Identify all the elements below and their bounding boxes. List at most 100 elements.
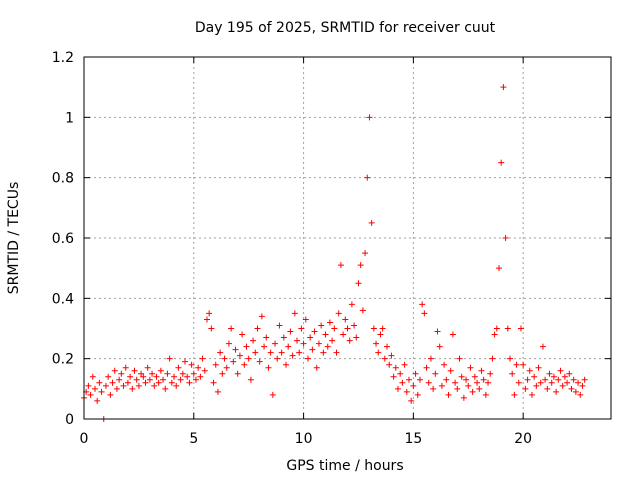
data-point — [564, 379, 571, 386]
data-point — [96, 379, 103, 386]
data-point — [307, 334, 314, 341]
data-point — [542, 376, 549, 383]
data-point — [199, 355, 206, 362]
data-point — [195, 364, 202, 371]
data-point — [107, 391, 114, 398]
data-point — [291, 310, 298, 317]
data-point — [436, 343, 443, 350]
data-point — [485, 379, 492, 386]
data-point — [111, 367, 118, 374]
data-point — [102, 382, 109, 389]
y-tick-label: 0.4 — [52, 291, 74, 307]
data-point — [568, 385, 575, 392]
data-point — [416, 376, 423, 383]
data-point — [283, 361, 290, 368]
x-axis-label: GPS time / hours — [286, 458, 403, 474]
data-point — [144, 364, 151, 371]
data-point — [351, 322, 358, 329]
data-point — [278, 349, 285, 356]
data-point — [423, 364, 430, 371]
data-point — [118, 370, 125, 377]
data-point — [427, 355, 434, 362]
data-point — [432, 370, 439, 377]
data-point — [555, 376, 562, 383]
data-point — [186, 379, 193, 386]
y-axis-label: SRMTID / TECUs — [6, 182, 22, 295]
data-point — [397, 370, 404, 377]
data-point — [557, 367, 564, 374]
data-point — [135, 382, 142, 389]
data-point — [359, 307, 366, 314]
data-point — [127, 373, 134, 380]
data-point — [539, 343, 546, 350]
data-point — [256, 358, 263, 365]
data-point — [87, 391, 94, 398]
data-point — [498, 159, 505, 166]
data-point — [443, 376, 450, 383]
data-point — [129, 385, 136, 392]
data-point — [414, 391, 421, 398]
axis-ticks: 0 5 10 15 20 0 0.2 0.4 0.6 0.8 1 1.2 — [52, 50, 611, 447]
data-point — [456, 355, 463, 362]
data-point — [89, 373, 96, 380]
data-point — [469, 388, 476, 395]
data-point — [544, 385, 551, 392]
data-point — [482, 391, 489, 398]
data-point — [522, 385, 529, 392]
data-point — [467, 364, 474, 371]
data-point — [410, 382, 417, 389]
data-point — [250, 337, 257, 344]
x-tick-label: 5 — [189, 431, 198, 447]
data-point — [364, 174, 371, 181]
data-point — [157, 367, 164, 374]
data-point — [362, 250, 369, 257]
data-point — [149, 370, 156, 377]
data-point — [230, 358, 237, 365]
data-point — [392, 364, 399, 371]
data-point — [160, 376, 167, 383]
data-point — [252, 349, 259, 356]
data-point — [138, 370, 145, 377]
data-point — [480, 376, 487, 383]
data-point — [513, 361, 520, 368]
data-point — [151, 382, 158, 389]
data-point — [243, 343, 250, 350]
data-point — [142, 379, 149, 386]
x-tick-label: 10 — [295, 431, 313, 447]
data-point — [239, 331, 246, 338]
data-point — [531, 373, 538, 380]
data-point — [311, 328, 318, 335]
data-point — [463, 376, 470, 383]
data-point — [164, 370, 171, 377]
data-point — [254, 325, 261, 332]
data-point — [504, 325, 511, 332]
data-point — [524, 376, 531, 383]
data-point — [168, 379, 175, 386]
data-point — [146, 376, 153, 383]
data-point — [368, 219, 375, 226]
data-point — [474, 379, 481, 386]
data-point — [340, 331, 347, 338]
y-tick-label: 0 — [65, 412, 74, 428]
data-point — [140, 373, 147, 380]
data-point — [412, 370, 419, 377]
data-point — [236, 352, 243, 359]
data-point — [487, 370, 494, 377]
data-point — [526, 367, 533, 374]
data-point — [577, 391, 584, 398]
data-point — [326, 319, 333, 326]
data-point — [223, 364, 230, 371]
data-point — [419, 301, 426, 308]
chart-title: Day 195 of 2025, SRMTID for receiver cuu… — [195, 20, 496, 36]
data-point — [94, 397, 101, 404]
data-point — [379, 325, 386, 332]
data-point — [232, 346, 239, 353]
data-point — [386, 361, 393, 368]
data-point — [370, 325, 377, 332]
data-point — [471, 373, 478, 380]
data-point — [344, 325, 351, 332]
data-point — [109, 379, 116, 386]
data-point — [509, 370, 516, 377]
data-point — [133, 376, 140, 383]
